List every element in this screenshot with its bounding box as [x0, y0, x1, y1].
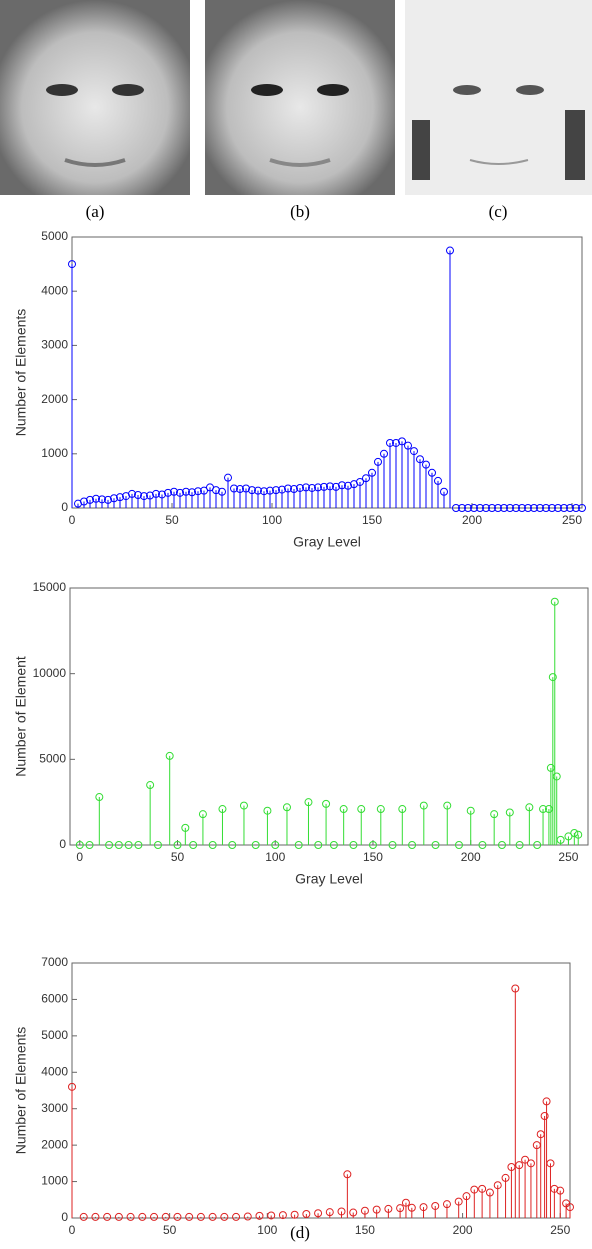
y-tick-label: 0 [61, 500, 68, 514]
image-a [0, 0, 190, 195]
x-tick-label: 150 [355, 1223, 375, 1237]
x-axis-label: Gray Level [293, 534, 361, 550]
caption: (a) [86, 202, 105, 221]
caption: (b) [290, 202, 310, 221]
x-axis-label: Gray Level [295, 871, 363, 887]
image-b [205, 0, 395, 195]
y-tick-label: 10000 [33, 666, 67, 680]
y-tick-label: 0 [59, 837, 66, 851]
x-tick-label: 150 [362, 513, 382, 527]
x-tick-label: 100 [257, 1223, 277, 1237]
y-tick-label: 4000 [41, 1064, 68, 1078]
caption: (d) [290, 1223, 310, 1242]
x-tick-label: 0 [76, 850, 83, 864]
x-tick-label: 50 [171, 850, 185, 864]
y-tick-label: 7000 [41, 955, 68, 969]
y-tick-label: 5000 [39, 752, 66, 766]
caption: (c) [489, 202, 508, 221]
x-tick-label: 250 [562, 513, 582, 527]
x-tick-label: 250 [558, 850, 578, 864]
y-tick-label: 2000 [41, 392, 68, 406]
y-tick-label: 5000 [41, 1028, 68, 1042]
x-tick-label: 0 [69, 1223, 76, 1237]
y-tick-label: 1000 [41, 1174, 68, 1188]
x-tick-label: 150 [363, 850, 383, 864]
x-tick-label: 100 [262, 513, 282, 527]
plot-frame [72, 963, 570, 1218]
y-tick-label: 6000 [41, 992, 68, 1006]
plot-frame [72, 237, 582, 508]
y-tick-label: 15000 [33, 580, 67, 594]
x-tick-label: 50 [163, 1223, 177, 1237]
image-c [405, 0, 592, 195]
x-tick-label: 200 [462, 513, 482, 527]
y-tick-label: 4000 [41, 283, 68, 297]
x-tick-label: 50 [165, 513, 179, 527]
x-tick-label: 100 [265, 850, 285, 864]
y-tick-label: 0 [61, 1210, 68, 1224]
x-tick-label: 250 [550, 1223, 570, 1237]
y-axis-label: Number of Elements [13, 1027, 29, 1155]
y-tick-label: 3000 [41, 338, 68, 352]
y-axis-label: Number of Element [13, 656, 29, 777]
y-tick-label: 5000 [41, 229, 68, 243]
y-tick-label: 2000 [41, 1137, 68, 1151]
y-tick-label: 3000 [41, 1101, 68, 1115]
y-axis-label: Number of Elements [13, 309, 29, 437]
x-tick-label: 200 [461, 850, 481, 864]
y-tick-label: 1000 [41, 446, 68, 460]
x-tick-label: 200 [453, 1223, 473, 1237]
x-tick-label: 0 [69, 513, 76, 527]
